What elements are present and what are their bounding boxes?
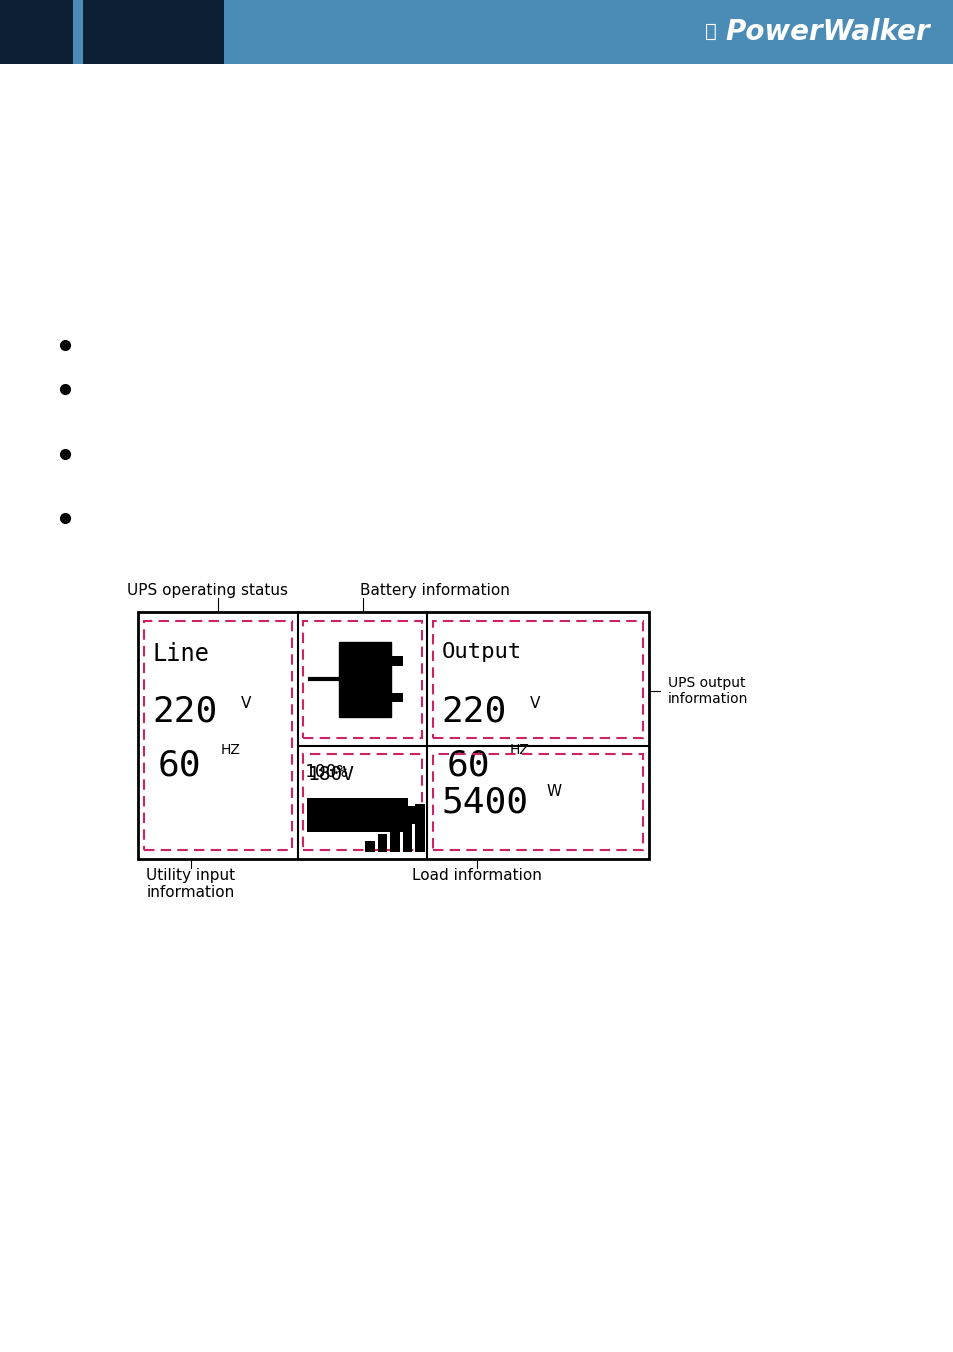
Bar xyxy=(433,621,642,738)
Bar xyxy=(433,754,642,850)
Bar xyxy=(83,0,224,64)
Text: HZ: HZ xyxy=(220,744,240,757)
Text: HZ: HZ xyxy=(509,744,529,757)
Text: Utility input
information: Utility input information xyxy=(146,868,235,900)
Text: 220: 220 xyxy=(152,694,217,729)
Text: Battery information: Battery information xyxy=(359,583,510,598)
Bar xyxy=(303,754,421,850)
Bar xyxy=(144,621,292,850)
Text: PowerWalker: PowerWalker xyxy=(725,18,929,46)
Bar xyxy=(0,0,953,64)
Bar xyxy=(390,826,399,852)
Text: Line: Line xyxy=(152,642,210,667)
Bar xyxy=(138,612,648,859)
Text: 60: 60 xyxy=(446,748,490,783)
Text: 60: 60 xyxy=(157,748,201,783)
Text: W: W xyxy=(546,784,561,799)
Bar xyxy=(377,834,387,852)
Text: 220: 220 xyxy=(441,694,506,729)
Text: UPS output
information: UPS output information xyxy=(667,676,747,706)
Text: 100%: 100% xyxy=(305,763,349,780)
Bar xyxy=(303,621,421,738)
Text: Output: Output xyxy=(441,642,521,662)
Bar xyxy=(391,694,402,703)
Text: ⓞ: ⓞ xyxy=(704,22,716,42)
Polygon shape xyxy=(338,642,391,718)
Bar xyxy=(365,841,375,852)
Bar xyxy=(307,798,408,833)
Text: V: V xyxy=(240,695,251,711)
Bar xyxy=(0,0,72,64)
Bar xyxy=(402,817,412,852)
Bar xyxy=(391,656,402,667)
Text: 180V: 180V xyxy=(307,765,354,784)
Bar xyxy=(408,806,416,825)
Text: UPS operating status: UPS operating status xyxy=(128,583,288,598)
Bar xyxy=(415,804,424,852)
Text: 5400: 5400 xyxy=(441,786,528,819)
Text: V: V xyxy=(529,695,539,711)
Text: Load information: Load information xyxy=(412,868,541,883)
